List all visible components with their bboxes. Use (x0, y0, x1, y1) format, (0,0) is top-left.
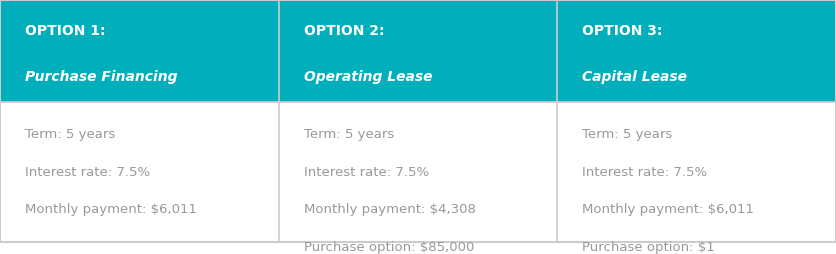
Text: OPTION 1:: OPTION 1: (25, 24, 105, 38)
Text: Interest rate: 7.5%: Interest rate: 7.5% (583, 166, 707, 179)
Text: Monthly payment: $4,308: Monthly payment: $4,308 (303, 203, 476, 216)
Text: Term: 5 years: Term: 5 years (583, 128, 673, 141)
Text: Operating Lease: Operating Lease (303, 70, 432, 84)
Text: OPTION 2:: OPTION 2: (303, 24, 385, 38)
Text: Purchase Financing: Purchase Financing (25, 70, 177, 84)
Text: Interest rate: 7.5%: Interest rate: 7.5% (25, 166, 150, 179)
Bar (278, 0, 558, 102)
Text: Term: 5 years: Term: 5 years (25, 128, 115, 141)
Bar (0, 102, 278, 242)
Text: OPTION 3:: OPTION 3: (583, 24, 663, 38)
Text: Monthly payment: $6,011: Monthly payment: $6,011 (583, 203, 754, 216)
Bar (558, 102, 836, 242)
Text: Monthly payment: $6,011: Monthly payment: $6,011 (25, 203, 197, 216)
Bar (278, 102, 558, 242)
Bar (0, 0, 278, 102)
Text: Capital Lease: Capital Lease (583, 70, 687, 84)
Text: Purchase option: $85,000: Purchase option: $85,000 (303, 241, 474, 254)
Text: Purchase option: $1: Purchase option: $1 (583, 241, 715, 254)
Bar (558, 0, 836, 102)
Text: Term: 5 years: Term: 5 years (303, 128, 394, 141)
Text: Interest rate: 7.5%: Interest rate: 7.5% (303, 166, 429, 179)
